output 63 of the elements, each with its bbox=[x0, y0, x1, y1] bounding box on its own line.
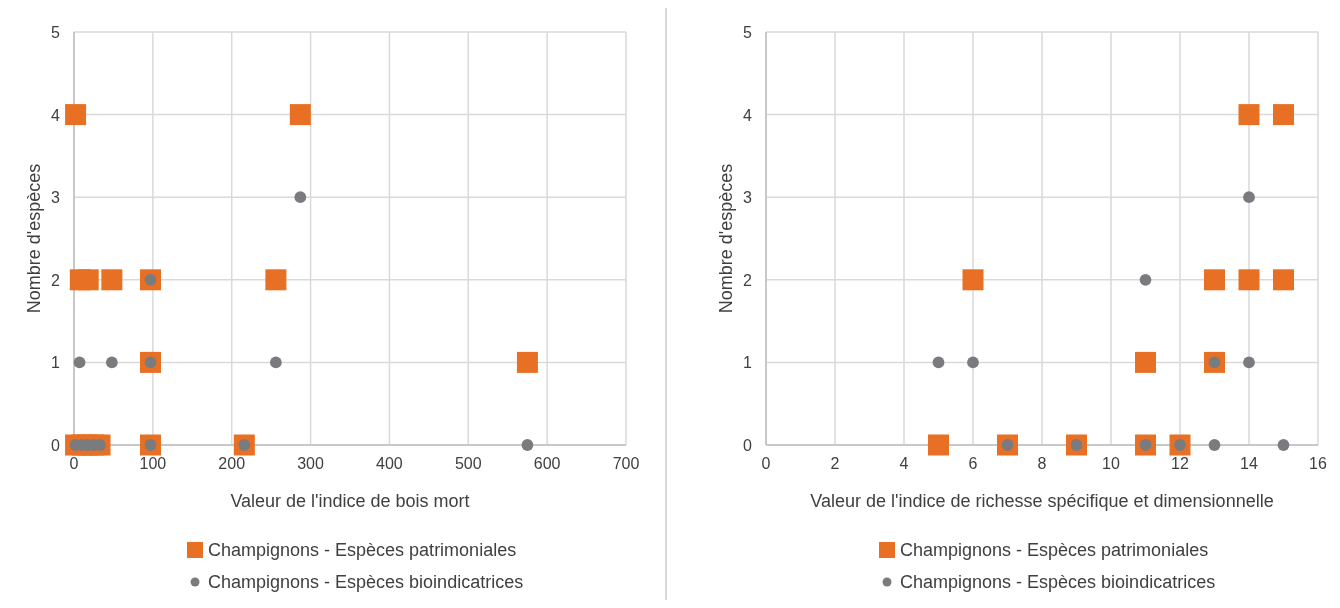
legend-label: Champignons - Espèces patrimoniales bbox=[900, 540, 1209, 560]
point bbox=[962, 269, 984, 291]
x-axis-title: Valeur de l'indice de bois mort bbox=[230, 491, 470, 511]
x-tick-label: 14 bbox=[1240, 455, 1258, 472]
point bbox=[289, 104, 311, 126]
y-axis-title: Nombre d'espèces bbox=[716, 163, 736, 314]
x-tick-label: 8 bbox=[1037, 455, 1047, 472]
y-tick-label: 2 bbox=[51, 271, 61, 289]
x-tick-label: 10 bbox=[1102, 455, 1120, 472]
x-tick-label: 200 bbox=[218, 455, 246, 472]
y-tick-label: 2 bbox=[743, 271, 753, 289]
legend-label: Champignons - Espèces patrimoniales bbox=[208, 540, 517, 560]
legend-label: Champignons - Espèces bioindicatrices bbox=[900, 572, 1216, 592]
point bbox=[516, 351, 538, 373]
x-tick-label: 12 bbox=[1171, 455, 1189, 472]
y-tick-label: 1 bbox=[743, 354, 753, 372]
x-tick-label: 4 bbox=[899, 455, 909, 472]
y-tick-label: 5 bbox=[743, 24, 753, 41]
point bbox=[928, 434, 949, 456]
point bbox=[105, 356, 118, 369]
y-tick-label: 3 bbox=[51, 189, 61, 207]
y-tick-label: 0 bbox=[51, 437, 61, 454]
x-tick-label: 700 bbox=[612, 455, 640, 472]
point bbox=[294, 191, 307, 204]
point bbox=[1135, 351, 1156, 373]
x-tick-label: 6 bbox=[968, 455, 978, 472]
point bbox=[73, 356, 86, 369]
point bbox=[1238, 104, 1260, 126]
x-tick-label: 300 bbox=[297, 455, 325, 472]
legend-label: Champignons - Espèces bioindicatrices bbox=[208, 572, 524, 592]
y-tick-label: 3 bbox=[743, 189, 753, 207]
x-axis-title: Valeur de l'indice de richesse spécifique et dimensionnelle bbox=[810, 491, 1274, 511]
x-tick-label: 0 bbox=[69, 455, 79, 472]
point bbox=[521, 439, 534, 451]
point bbox=[77, 269, 99, 291]
point bbox=[65, 104, 87, 126]
point bbox=[1243, 191, 1255, 204]
point bbox=[1277, 439, 1290, 451]
point bbox=[1139, 273, 1152, 286]
x-tick-label: 100 bbox=[139, 455, 167, 472]
y-tick-label: 0 bbox=[743, 437, 753, 454]
y-tick-label: 4 bbox=[51, 106, 61, 124]
point bbox=[1273, 269, 1294, 291]
point bbox=[1208, 439, 1221, 451]
y-tick-label: 1 bbox=[51, 354, 61, 372]
x-tick-label: 400 bbox=[376, 455, 403, 472]
point bbox=[967, 356, 979, 369]
x-tick-label: 500 bbox=[454, 455, 482, 472]
x-tick-label: 0 bbox=[761, 455, 771, 472]
point bbox=[1273, 104, 1294, 126]
point bbox=[932, 356, 945, 369]
point bbox=[265, 269, 287, 291]
point bbox=[1204, 269, 1225, 291]
point bbox=[101, 269, 123, 291]
x-tick-label: 2 bbox=[830, 455, 840, 472]
point bbox=[269, 356, 282, 369]
point bbox=[1243, 356, 1255, 369]
y-tick-label: 5 bbox=[51, 24, 61, 41]
x-tick-label: 16 bbox=[1309, 455, 1327, 472]
point bbox=[1238, 269, 1260, 291]
y-axis-title: Nombre d'espèces bbox=[24, 163, 44, 314]
y-tick-label: 4 bbox=[743, 106, 753, 124]
x-tick-label: 600 bbox=[533, 455, 561, 472]
